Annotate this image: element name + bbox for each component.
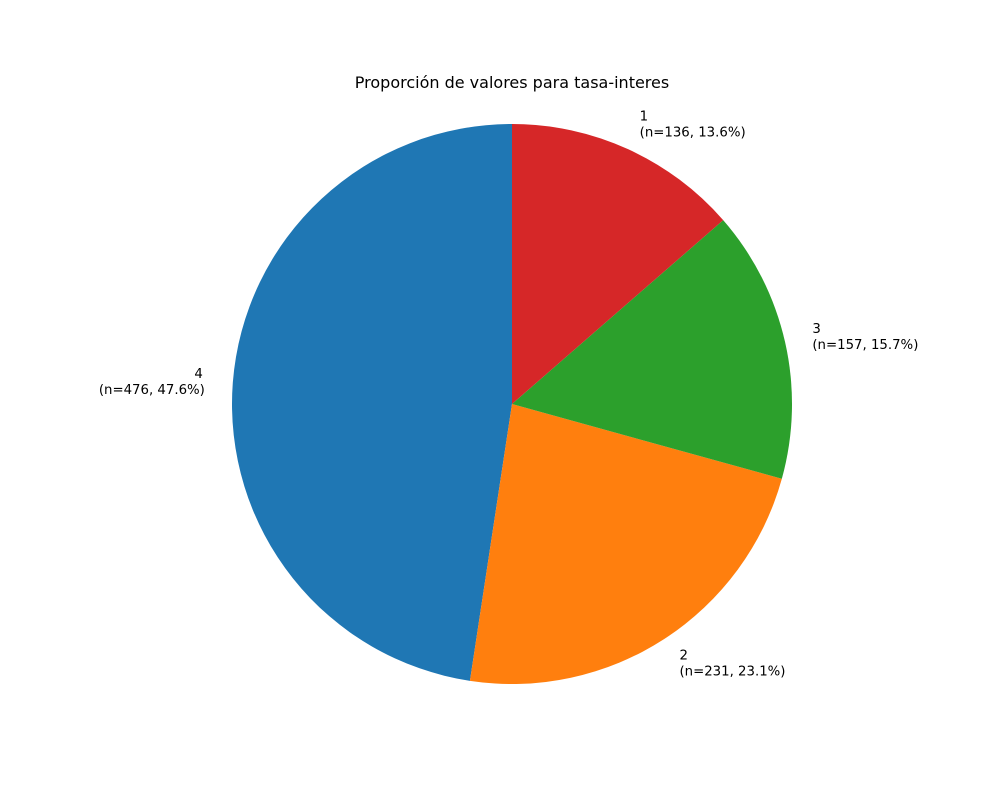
pie-label-3: 3 (n=157, 15.7%) [812, 322, 918, 353]
pie-label-value: (n=136, 13.6%) [640, 126, 746, 141]
pie-slice-2 [469, 404, 782, 685]
pie-label-category: 3 [812, 322, 820, 337]
chart-title: Proporción de valores para tasa-interes [355, 73, 669, 92]
pie-label-category: 1 [640, 110, 648, 125]
pie-label-category: 4 [194, 367, 202, 382]
pie-labels: 4 (n=476, 47.6%) 2 (n=231, 23.1%) 3 (n=157, 1… [99, 110, 919, 680]
pie-slice-1 [512, 124, 724, 404]
pie-slice-3 [512, 220, 793, 479]
pie-label-category: 2 [679, 648, 687, 663]
pie-label-value: (n=157, 15.7%) [812, 338, 918, 353]
pie-slices [231, 124, 793, 685]
pie-label-1: 1 (n=136, 13.6%) [640, 110, 746, 141]
pie-slice-4 [231, 124, 512, 681]
pie-label-2: 2 (n=231, 23.1%) [679, 648, 785, 679]
pie-label-value: (n=231, 23.1%) [679, 664, 785, 679]
pie-label-value: (n=476, 47.6%) [99, 383, 205, 398]
pie-label-4: 4 (n=476, 47.6%) [99, 367, 205, 398]
